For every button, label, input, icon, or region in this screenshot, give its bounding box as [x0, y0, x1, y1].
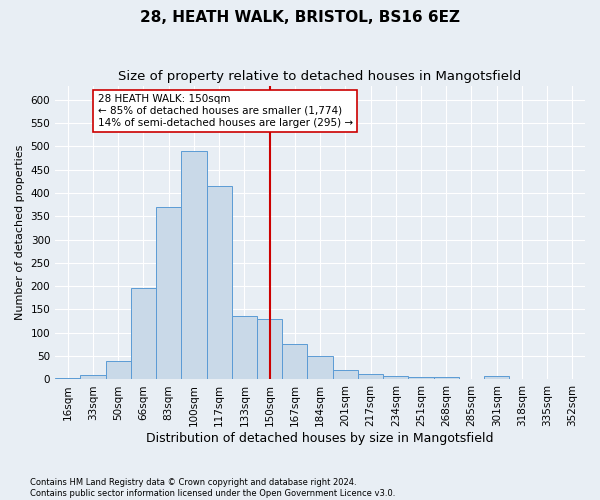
- Bar: [434, 377, 459, 380]
- Title: Size of property relative to detached houses in Mangotsfield: Size of property relative to detached ho…: [118, 70, 522, 83]
- Bar: [206, 186, 232, 380]
- Bar: [383, 376, 409, 380]
- Y-axis label: Number of detached properties: Number of detached properties: [15, 145, 25, 320]
- Bar: [358, 374, 383, 380]
- Bar: [282, 344, 307, 380]
- Bar: [307, 356, 332, 380]
- Bar: [131, 288, 156, 380]
- Bar: [156, 207, 181, 380]
- Bar: [55, 378, 80, 380]
- Text: 28 HEATH WALK: 150sqm
← 85% of detached houses are smaller (1,774)
14% of semi-d: 28 HEATH WALK: 150sqm ← 85% of detached …: [98, 94, 353, 128]
- X-axis label: Distribution of detached houses by size in Mangotsfield: Distribution of detached houses by size …: [146, 432, 494, 445]
- Text: 28, HEATH WALK, BRISTOL, BS16 6EZ: 28, HEATH WALK, BRISTOL, BS16 6EZ: [140, 10, 460, 25]
- Text: Contains HM Land Registry data © Crown copyright and database right 2024.
Contai: Contains HM Land Registry data © Crown c…: [30, 478, 395, 498]
- Bar: [232, 316, 257, 380]
- Bar: [80, 375, 106, 380]
- Bar: [332, 370, 358, 380]
- Bar: [484, 376, 509, 380]
- Bar: [106, 361, 131, 380]
- Bar: [181, 151, 206, 380]
- Bar: [257, 319, 282, 380]
- Bar: [409, 376, 434, 380]
